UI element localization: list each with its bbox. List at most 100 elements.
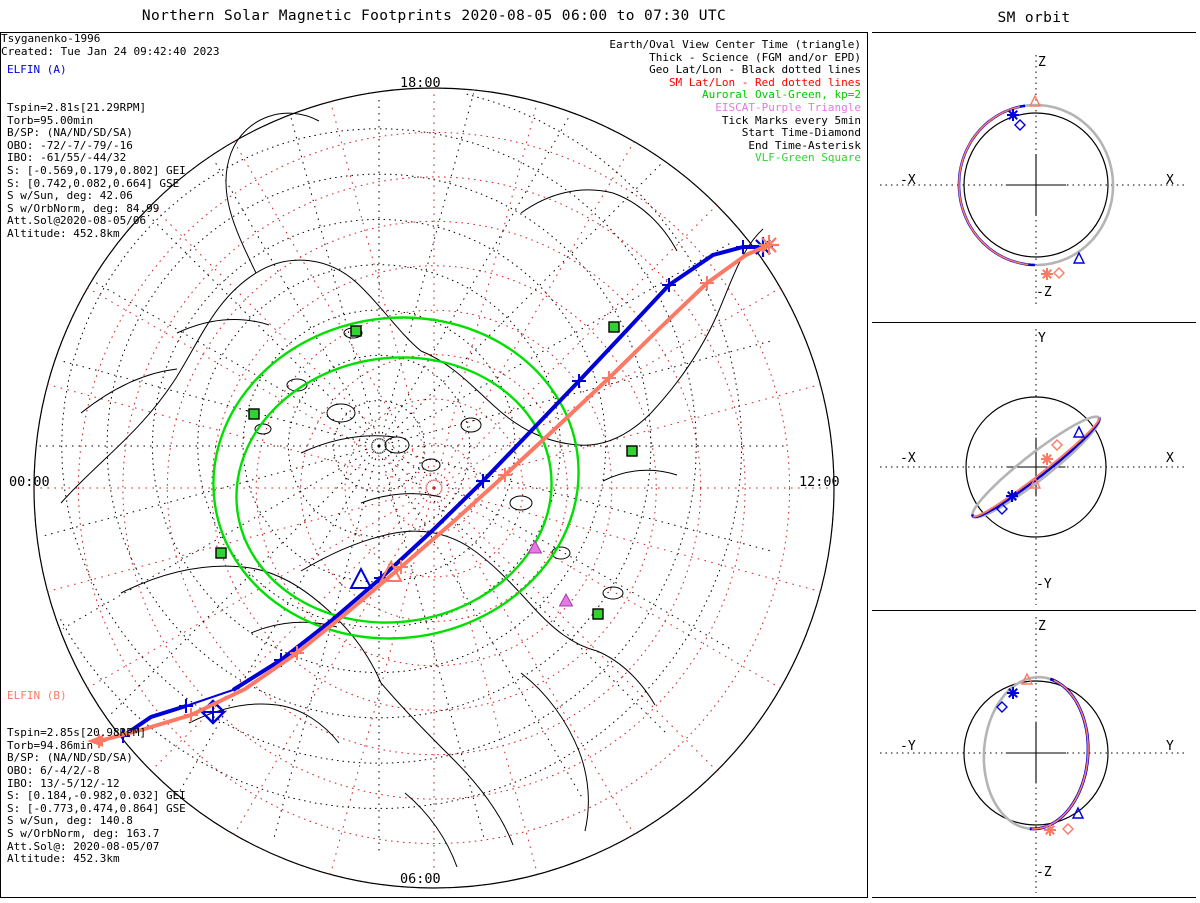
- footprint-science-segment: [98, 243, 770, 743]
- tick-mark: [700, 276, 714, 290]
- coastline-island: [384, 436, 410, 454]
- coastline: [360, 493, 442, 504]
- footprint-plot-panel: ELFIN (A) Tspin=2.81s[21.29RPM] Torb=95.0…: [0, 32, 868, 898]
- sm-center-triangle: [1020, 672, 1034, 685]
- coastline: [380, 682, 514, 846]
- earth-circle: [963, 680, 1109, 826]
- coastline: [176, 318, 270, 334]
- coastline: [650, 228, 764, 414]
- axis-label-y-right: Y: [1166, 739, 1174, 754]
- coastline: [300, 435, 396, 454]
- sm-latitude-ring: [389, 443, 479, 533]
- geo-meridian: [378, 243, 730, 447]
- sm-meridian: [150, 204, 435, 489]
- mlt-label-top: 18:00: [400, 75, 441, 91]
- info-line: Att.Sol@: 2020-08-05/07: [7, 839, 160, 853]
- info-line: Tspin=2.81s[21.29RPM]: [7, 100, 147, 114]
- coastline: [60, 259, 422, 504]
- legend-item: VLF-Green Square: [755, 151, 861, 165]
- axis-label-x-left: -X: [900, 173, 916, 188]
- coastline: [404, 792, 458, 868]
- vlf-station-marker: [350, 325, 362, 337]
- info-line: S w/OrbNorm, deg: 84.99: [7, 201, 160, 215]
- mlt-label-right: 12:00: [799, 474, 840, 490]
- sm-latitude-ring: [77, 131, 791, 845]
- legend-item: Earth/Oval View Center Time (triangle): [609, 38, 861, 51]
- info-line: Altitude: 452.8km: [7, 226, 120, 240]
- vlf-station-marker: [626, 445, 638, 457]
- sm-orbit-elfin-b: [972, 417, 1101, 518]
- sm-meridian: [433, 487, 718, 772]
- sm-meridian: [87, 487, 435, 689]
- info-line: S: [-0.773,0.474,0.864] GSE: [7, 801, 186, 815]
- model-credit: Tsyganenko-1996 Created: Tue Jan 24 09:4…: [1, 32, 220, 58]
- sm-start-diamond: [996, 503, 1008, 515]
- legend-item: End Time-Asterisk: [748, 138, 861, 152]
- coastline: [188, 703, 340, 744]
- sm-latitude-ring: [344, 398, 524, 578]
- info-line: IBO: -61/55/-44/32: [7, 151, 127, 165]
- sm-center-triangle: [1071, 806, 1085, 819]
- coastline-island: [254, 423, 272, 435]
- sm-orbit-xz-chart: [880, 55, 1188, 305]
- sm-orbit-elfin-b: [1031, 679, 1089, 830]
- geo-meridian: [378, 445, 771, 552]
- sm-end-asterisk: [1044, 824, 1056, 836]
- info-line: IBO: 13/-5/12/-12: [7, 776, 120, 790]
- footprint-science-segment: [121, 704, 187, 738]
- info-line: S w/Sun, deg: 42.06: [7, 189, 133, 203]
- view-center-triangle: [379, 559, 403, 582]
- elfin-b-info: ELFIN (B) Tspin=2.85s[20.98RPM] Torb=94.8…: [7, 664, 186, 891]
- vlf-station-marker: [608, 321, 620, 333]
- geo-meridian: [290, 117, 380, 447]
- tick-mark: [736, 240, 750, 254]
- elfin-b-lines: Tspin=2.85s[20.98RPM] Torb=94.86min B/SP: …: [7, 727, 186, 866]
- page-title: Northern Solar Magnetic Footprints 2020-…: [141, 8, 727, 24]
- info-line: Torb=95.00min: [7, 113, 94, 127]
- elfin-a-label: ELFIN (A): [7, 63, 67, 77]
- legend-item: SM Lat/Lon - Red dotted lines: [668, 75, 861, 89]
- sm-start-diamond: [1014, 119, 1026, 131]
- sm-meridian: [433, 487, 821, 593]
- info-line: S: [0.184,-0.982,0.032] GEI: [7, 789, 186, 803]
- coastline: [468, 546, 598, 652]
- legend-item: Auroral Oval-Green, kp=2: [702, 88, 861, 102]
- sm-orbit-elfin-b: [958, 105, 1029, 266]
- footprint-science-segment: [231, 245, 763, 692]
- legend-item: Thick - Science (FGM and/or EPD): [649, 50, 861, 64]
- sm-end-asterisk: [1041, 453, 1053, 465]
- geo-latitude-line: [287, 354, 471, 538]
- tick-mark: [476, 474, 490, 488]
- info-line: Torb=94.86min: [7, 738, 94, 752]
- legend-item: Start Time-Diamond: [741, 126, 861, 140]
- sm-center-triangle: [1072, 251, 1086, 264]
- sm-meridian: [433, 287, 781, 489]
- sm-start-diamond: [1062, 823, 1074, 835]
- elfin-a-info: ELFIN (A) Tspin=2.81s[21.29RPM] Torb=95.0…: [7, 39, 186, 266]
- mlt-label-left: 00:00: [9, 474, 50, 490]
- earth-circle: [965, 396, 1107, 538]
- earth-circle: [963, 112, 1109, 258]
- geo-latitude-line: [151, 219, 607, 673]
- geo-latitude-line: [58, 445, 743, 809]
- axis-label-z-top: Z: [1038, 55, 1046, 70]
- sm-start-diamond: [1053, 267, 1065, 279]
- coastline: [225, 112, 320, 274]
- vlf-station-marker: [215, 547, 227, 559]
- coastline: [300, 530, 470, 572]
- geo-meridian: [378, 116, 570, 447]
- sm-meridian: [433, 101, 539, 489]
- eiscat-station-marker: [558, 592, 574, 607]
- sm-latitude-ring: [211, 265, 657, 711]
- auroral-oval-outer: [212, 316, 580, 640]
- geo-meridian: [378, 340, 771, 447]
- coastline: [420, 350, 652, 446]
- geo-meridian: [378, 445, 485, 838]
- axis-label-x-right: X: [1166, 173, 1174, 188]
- info-line: Att.Sol@2020-08-05/06: [7, 214, 147, 228]
- coastline-island: [460, 417, 482, 433]
- geo-meridian: [378, 445, 582, 797]
- mlt-label-bottom: 06:00: [400, 871, 441, 887]
- sm-latitude-ring: [255, 309, 613, 667]
